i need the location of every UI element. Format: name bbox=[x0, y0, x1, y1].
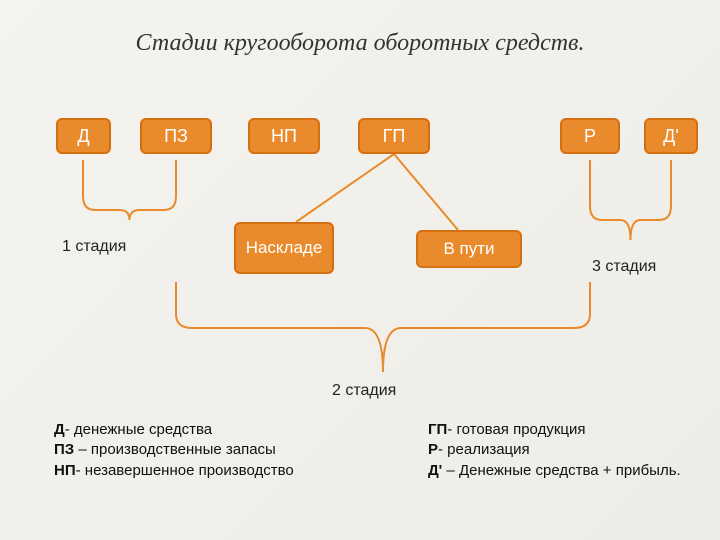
node-vp: В пути bbox=[416, 230, 522, 268]
node-d: Д bbox=[56, 118, 111, 154]
legend-left: Д- денежные средстваПЗ – производственны… bbox=[54, 420, 294, 481]
node-pz: ПЗ bbox=[140, 118, 212, 154]
node-np: НП bbox=[248, 118, 320, 154]
legend-right: ГП- готовая продукцияР- реализацияД' – Д… bbox=[428, 420, 681, 481]
node-ns: Наскладе bbox=[234, 222, 334, 274]
stage-label-s1: 1 стадия bbox=[62, 238, 126, 256]
stage-label-s2: 2 стадия bbox=[332, 382, 396, 400]
node-r: Р bbox=[560, 118, 620, 154]
stage-label-s3: 3 стадия bbox=[592, 258, 656, 276]
node-d2: Д' bbox=[644, 118, 698, 154]
node-gp: ГП bbox=[358, 118, 430, 154]
page-title: Стадии кругооборота оборотных средств. bbox=[0, 30, 720, 57]
